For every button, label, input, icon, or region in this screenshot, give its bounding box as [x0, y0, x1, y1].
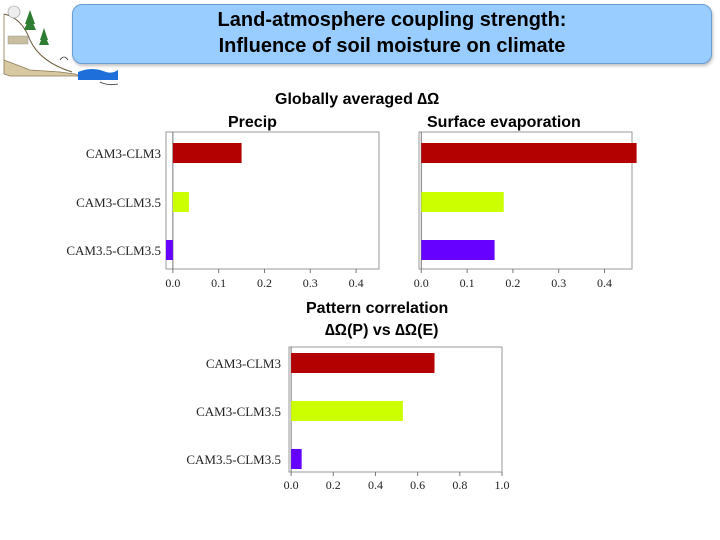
title-banner: Land-atmosphere coupling strength: Influ…: [72, 4, 712, 64]
bar-cam3-clm3-5: [172, 192, 189, 212]
water-cycle-logo: [3, 5, 119, 86]
x-tick-label: 0.2: [257, 276, 272, 290]
precip-chart-label: Precip: [228, 114, 277, 131]
plot-frame: [165, 131, 380, 270]
section2-title: Pattern correlation: [306, 300, 449, 317]
bar-cam3-clm3: [172, 143, 242, 163]
title-line-2: Influence of soil moisture on climate: [218, 35, 566, 57]
category-label: CAM3-CLM3.5: [76, 195, 161, 210]
x-tick-label: 0.0: [165, 276, 180, 290]
category-label: CAM3.5-CLM3.5: [66, 243, 161, 258]
x-tick-label: 0.4: [349, 276, 364, 290]
category-label: CAM3-CLM3: [86, 146, 161, 161]
evap-chart-label: Surface evaporation: [427, 114, 581, 131]
x-tick-label: 0.1: [211, 276, 226, 290]
section1-title: Globally averaged ∆Ω: [275, 91, 440, 108]
x-tick-label: 0.3: [303, 276, 318, 290]
section2-subtitle: ∆Ω(P) vs ∆Ω(E): [325, 322, 439, 339]
title-line-1: Land-atmosphere coupling strength:: [217, 9, 567, 31]
bar-cam3-5-clm3-5: [166, 240, 173, 260]
